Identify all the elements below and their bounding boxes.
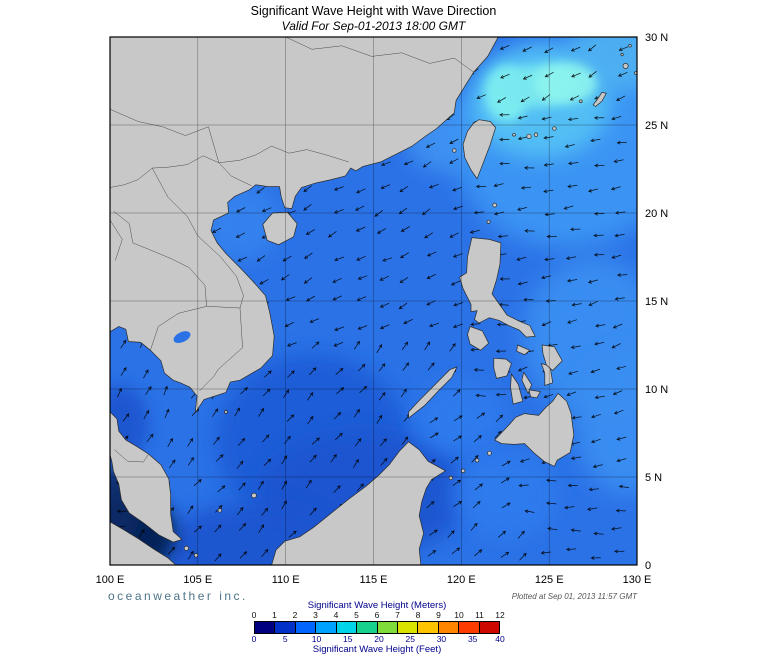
land-layer: [110, 37, 637, 565]
meters-tick: 9: [436, 610, 441, 620]
lat-label: 0: [645, 560, 651, 572]
colorbar-cell: [479, 622, 500, 633]
colorbar-cell: [397, 622, 419, 633]
colorbar-cell: [418, 622, 439, 633]
lon-label: 115 E: [360, 574, 388, 586]
lon-label: 125 E: [535, 574, 564, 586]
feet-tick: 5: [282, 634, 288, 644]
brand-text: oceanweather inc.: [108, 589, 248, 603]
lat-label: 25 N: [645, 120, 668, 132]
lon-label: 100 E: [96, 574, 125, 586]
lon-label: 120 E: [447, 574, 476, 586]
map-clip-group: [110, 37, 637, 565]
colorbar-cell: [255, 622, 276, 633]
colorbar-meters-label: Significant Wave Height (Meters): [307, 600, 447, 611]
colorbar-cell: [295, 622, 317, 633]
lat-label: 20 N: [645, 208, 668, 220]
lon-label: 105 E: [183, 574, 212, 586]
meters-tick: 8: [415, 610, 421, 620]
lat-label: 5 N: [645, 472, 662, 484]
lat-label: 15 N: [645, 296, 668, 308]
meters-tick: 0: [251, 610, 257, 620]
feet-tick: 15: [342, 634, 353, 644]
meters-tick: 5: [354, 610, 359, 620]
colorbar-cell: [336, 622, 358, 633]
plotted-note: Plotted at Sep 01, 2013 11:57 GMT: [511, 592, 637, 601]
meters-tick: 7: [395, 610, 400, 620]
colorbar-cell: [275, 622, 296, 633]
meters-tick: 1: [272, 610, 277, 620]
meters-tick: 10: [454, 610, 464, 620]
colorbar-cell: [377, 622, 398, 633]
feet-tick: 35: [467, 634, 478, 644]
country-borders: [110, 37, 474, 463]
colorbar-cell: [438, 622, 460, 633]
meters-tick: 6: [374, 610, 380, 620]
meters-tick: 4: [333, 610, 339, 620]
chart-title: Significant Wave Height with Wave Direct…: [250, 4, 497, 18]
meters-tick: 11: [475, 610, 484, 620]
colorbar-cell: [459, 622, 480, 633]
colorbar-feet-label: Significant Wave Height (Feet): [312, 644, 442, 655]
feet-tick: 0: [251, 634, 257, 644]
feet-tick: 20: [374, 634, 384, 644]
colorbar-cell: [357, 622, 378, 633]
lon-label: 110 E: [272, 574, 300, 586]
feet-tick: 40: [495, 634, 505, 644]
chart-subtitle: Valid For Sep-01-2013 18:00 GMT: [281, 19, 466, 33]
colorbar-feet-ticks: 0 5 10 15 20 25 30 35 40: [251, 634, 505, 644]
colorbar-cell: [316, 622, 337, 633]
lat-label: 30 N: [645, 32, 668, 44]
colorbar-gradient-bar: [254, 621, 500, 634]
lon-label: 130 E: [623, 574, 652, 586]
meters-tick: 12: [495, 610, 505, 620]
meters-tick: 3: [313, 610, 318, 620]
lat-label: 10 N: [645, 384, 668, 396]
meters-tick: 2: [292, 610, 298, 620]
grid-lines: [110, 37, 637, 565]
map-frame: [109, 36, 638, 566]
feet-tick: 30: [436, 634, 447, 644]
feet-tick: 25: [405, 634, 415, 644]
colorbar-meters-ticks: 0 1 2 3 4 5 6 7 8 9 10 11 12: [251, 610, 505, 620]
feet-tick: 10: [311, 634, 322, 644]
